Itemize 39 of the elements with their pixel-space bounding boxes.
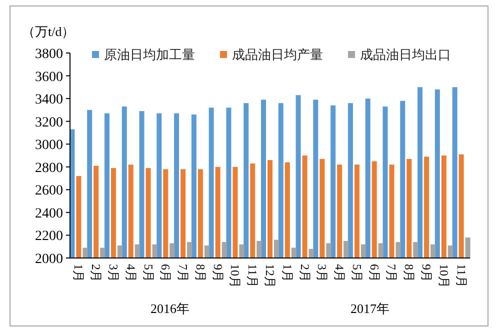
x-tick-label: 12月: [263, 264, 277, 288]
x-tick-label: 3月: [106, 264, 120, 282]
text: 2016年: [150, 301, 190, 316]
legend-label: 成品油日均出口: [360, 47, 451, 62]
text: 2017年: [350, 301, 390, 316]
x-tick-label: 4月: [124, 264, 138, 282]
x-tick-label: 5月: [350, 264, 364, 282]
y-tick-label: 2200: [35, 229, 63, 244]
y-tick-label: 2800: [35, 160, 63, 176]
x-tick-label: 1月: [280, 264, 294, 282]
legend-label: 原油日均加工量: [104, 47, 195, 62]
y-tick-label: 3200: [35, 115, 63, 130]
y-tick-label: 2000: [35, 252, 63, 267]
y-tick-label: 2600: [35, 184, 63, 199]
x-tick-label: 3月: [315, 264, 330, 282]
x-tick-label: 2月: [89, 264, 104, 282]
y-tick-label: 3800: [35, 47, 63, 62]
x-tick-label: 2月: [298, 264, 312, 282]
y-tick-label: 2400: [35, 206, 63, 222]
legend-label: 成品油日均产量: [232, 47, 323, 62]
x-tick-label: 6月: [158, 264, 173, 282]
x-tick-label: 10月: [228, 264, 242, 288]
x-tick-label: 8月: [402, 264, 416, 282]
x-tick-label: 8月: [193, 264, 208, 282]
x-tick-label: 11月: [454, 264, 468, 288]
x-tick-label: 5月: [141, 264, 156, 282]
x-tick-label: 7月: [176, 264, 190, 282]
y-tick-label: 3400: [35, 92, 63, 108]
x-tick-label: 4月: [332, 264, 347, 282]
x-tick-label: 11月: [246, 264, 260, 288]
x-tick-label: 9月: [210, 264, 225, 282]
x-tick-label: 1月: [72, 264, 86, 282]
x-tick-label: 10月: [436, 264, 451, 288]
x-tick-label: 7月: [384, 264, 399, 282]
y-axis-title: （万t/d）: [22, 24, 75, 39]
y-tick-label: 3000: [35, 138, 63, 154]
x-tick-label: 6月: [367, 264, 382, 282]
y-tick-label: 3600: [35, 70, 63, 85]
x-tick-label: 9月: [420, 264, 434, 282]
